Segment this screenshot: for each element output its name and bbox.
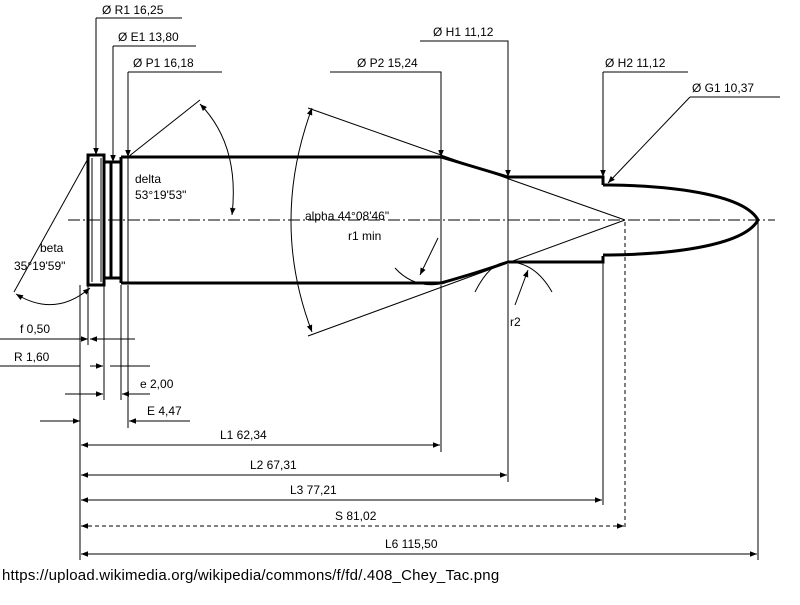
length-dimensions <box>81 442 757 557</box>
label-R1: Ø R1 16,25 <box>102 3 164 17</box>
label-S: S 81,02 <box>335 509 377 523</box>
extension-lines <box>79 222 759 560</box>
label-L2: L2 67,31 <box>250 458 297 472</box>
label-E1: Ø E1 13,80 <box>118 30 179 44</box>
beta-construction <box>13 154 91 306</box>
label-beta-name: beta <box>40 241 64 255</box>
r2-arc <box>474 261 553 293</box>
alpha-arc <box>290 107 313 333</box>
diameter-leaders <box>93 17 780 184</box>
label-P1: Ø P1 16,18 <box>133 56 194 70</box>
source-url: https://upload.wikimedia.org/wikipedia/c… <box>2 567 500 584</box>
label-alpha: alpha 44°08'46" <box>305 209 389 223</box>
label-H2: Ø H2 11,12 <box>605 56 666 70</box>
label-delta-name: delta <box>135 172 161 186</box>
label-r1: r1 min <box>348 229 381 243</box>
label-beta-value: 35°19'59" <box>14 259 65 273</box>
label-G1: Ø G1 10,37 <box>692 81 754 95</box>
label-r2: r2 <box>510 315 521 329</box>
label-L6: L6 115,50 <box>385 537 438 551</box>
label-delta-value: 53°19'53" <box>135 188 186 202</box>
label-f: f 0,50 <box>20 322 50 336</box>
delta-construction <box>127 99 236 216</box>
label-H1: Ø H1 11,12 <box>433 25 494 39</box>
delta-arc <box>199 103 236 216</box>
label-E: E 4,47 <box>147 404 182 418</box>
label-L1: L1 62,34 <box>220 428 267 442</box>
cartridge-outline <box>86 153 760 287</box>
label-e: e 2,00 <box>140 377 174 391</box>
alpha-construction <box>290 107 626 337</box>
label-L3: L3 77,21 <box>290 483 337 497</box>
bullet <box>603 183 760 257</box>
label-P2: Ø P2 15,24 <box>357 56 418 70</box>
beta-arc <box>15 287 91 306</box>
small-dimensions <box>0 336 190 424</box>
label-R: R 1,60 <box>14 350 50 364</box>
r1-arc <box>394 267 446 286</box>
